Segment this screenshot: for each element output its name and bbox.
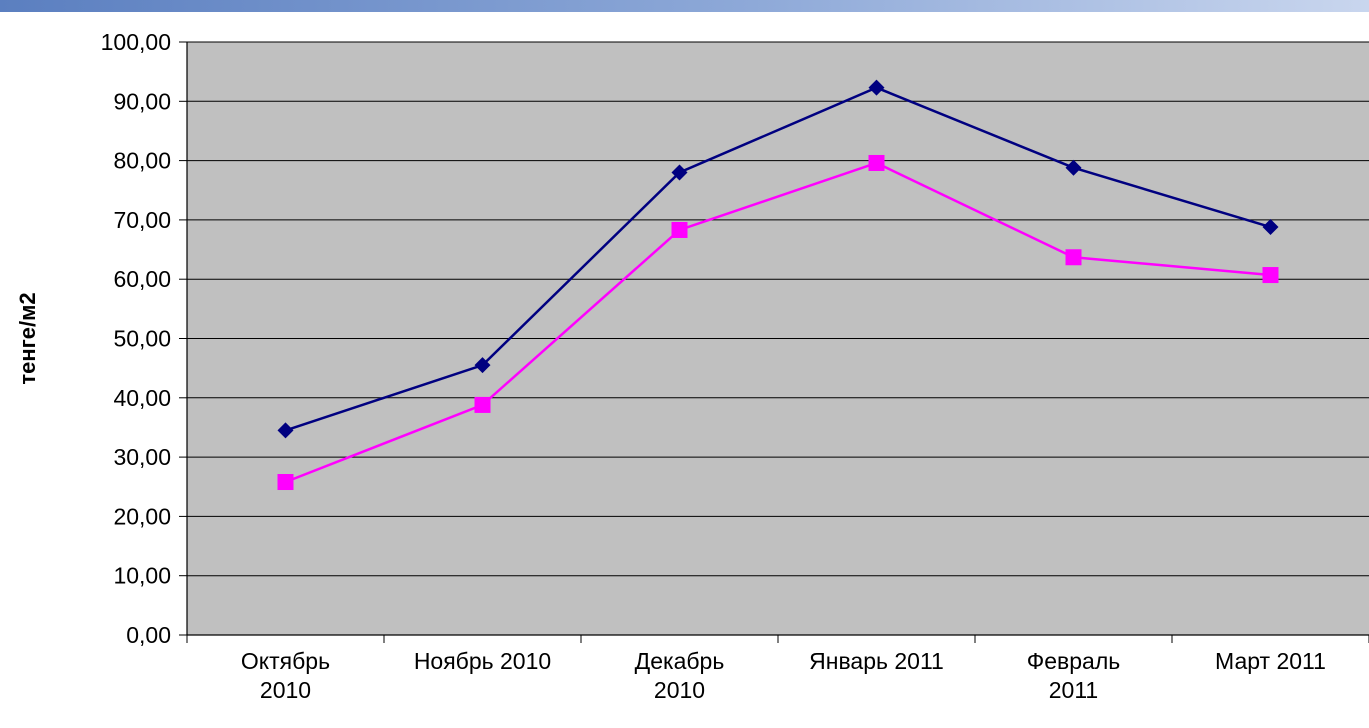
axes [179, 41, 1369, 643]
series-line [285, 86, 1271, 432]
data-point [671, 164, 688, 181]
y-tick-label: 20,00 [113, 503, 171, 529]
series-layer [277, 79, 1279, 491]
data-point [1262, 267, 1279, 284]
x-tick-label: Ноябрь 2010 [414, 648, 551, 674]
x-tick-label: Февраль 2011 [1027, 648, 1120, 703]
y-tick-labels: 0,00 10,00 20,00 30,00 40,00 50,00 60,00 70,00 8… [101, 29, 171, 648]
x-tick-label: Октябрь 2010 [241, 648, 330, 703]
top-decorative-bar [0, 0, 1369, 12]
data-point [277, 422, 294, 439]
y-tick-label: 10,00 [113, 563, 171, 589]
data-point [671, 221, 688, 238]
x-tick-label: Январь 2011 [809, 648, 944, 674]
data-point [1065, 159, 1082, 176]
series-1 [277, 79, 1279, 439]
y-axis-title: тенге/м2 [15, 292, 40, 384]
y-tick-label: 30,00 [113, 444, 171, 470]
data-point [474, 396, 491, 413]
y-tick-label: 70,00 [113, 207, 171, 233]
x-tick-label: Март 2011 [1215, 648, 1326, 674]
data-point [277, 474, 294, 491]
y-tick-label: 40,00 [113, 385, 171, 411]
data-point [474, 357, 491, 374]
x-tick-labels: Октябрь 2010 Ноябрь 2010 Декабрь 2010 Январь … [241, 648, 1326, 703]
x-tick-label: Декабрь 2010 [635, 648, 725, 703]
data-point [1065, 249, 1082, 266]
series-2 [277, 154, 1279, 491]
gridlines [187, 41, 1369, 577]
data-point [868, 79, 885, 96]
y-tick-label: 90,00 [113, 88, 171, 114]
data-point [1262, 219, 1279, 236]
series-line [285, 161, 1271, 484]
y-tick-label: 50,00 [113, 326, 171, 352]
y-tick-label: 60,00 [113, 266, 171, 292]
y-tick-label: 80,00 [113, 148, 171, 174]
data-point [868, 154, 885, 171]
y-tick-label: 0,00 [126, 622, 171, 648]
y-tick-label: 100,00 [101, 29, 171, 55]
